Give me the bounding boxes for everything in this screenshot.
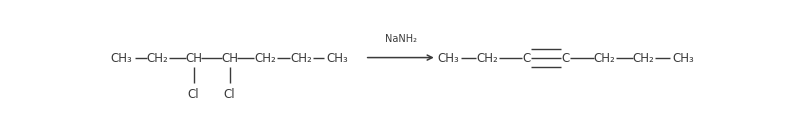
Text: CH₂: CH₂ <box>594 52 615 65</box>
Text: CH: CH <box>221 52 238 65</box>
Text: CH₃: CH₃ <box>111 52 133 65</box>
Text: Cl: Cl <box>224 87 235 100</box>
Text: CH₃: CH₃ <box>326 52 348 65</box>
Text: C: C <box>522 52 530 65</box>
Text: CH₃: CH₃ <box>672 52 694 65</box>
Text: CH₂: CH₂ <box>633 52 654 65</box>
Text: CH₂: CH₂ <box>477 52 498 65</box>
Text: NaNH₂: NaNH₂ <box>385 34 417 44</box>
Text: CH₃: CH₃ <box>438 52 459 65</box>
Text: CH₂: CH₂ <box>290 52 312 65</box>
Text: CH₂: CH₂ <box>146 52 169 65</box>
Text: CH: CH <box>185 52 202 65</box>
Text: Cl: Cl <box>188 87 199 100</box>
Text: CH₂: CH₂ <box>254 52 277 65</box>
Text: C: C <box>562 52 570 65</box>
